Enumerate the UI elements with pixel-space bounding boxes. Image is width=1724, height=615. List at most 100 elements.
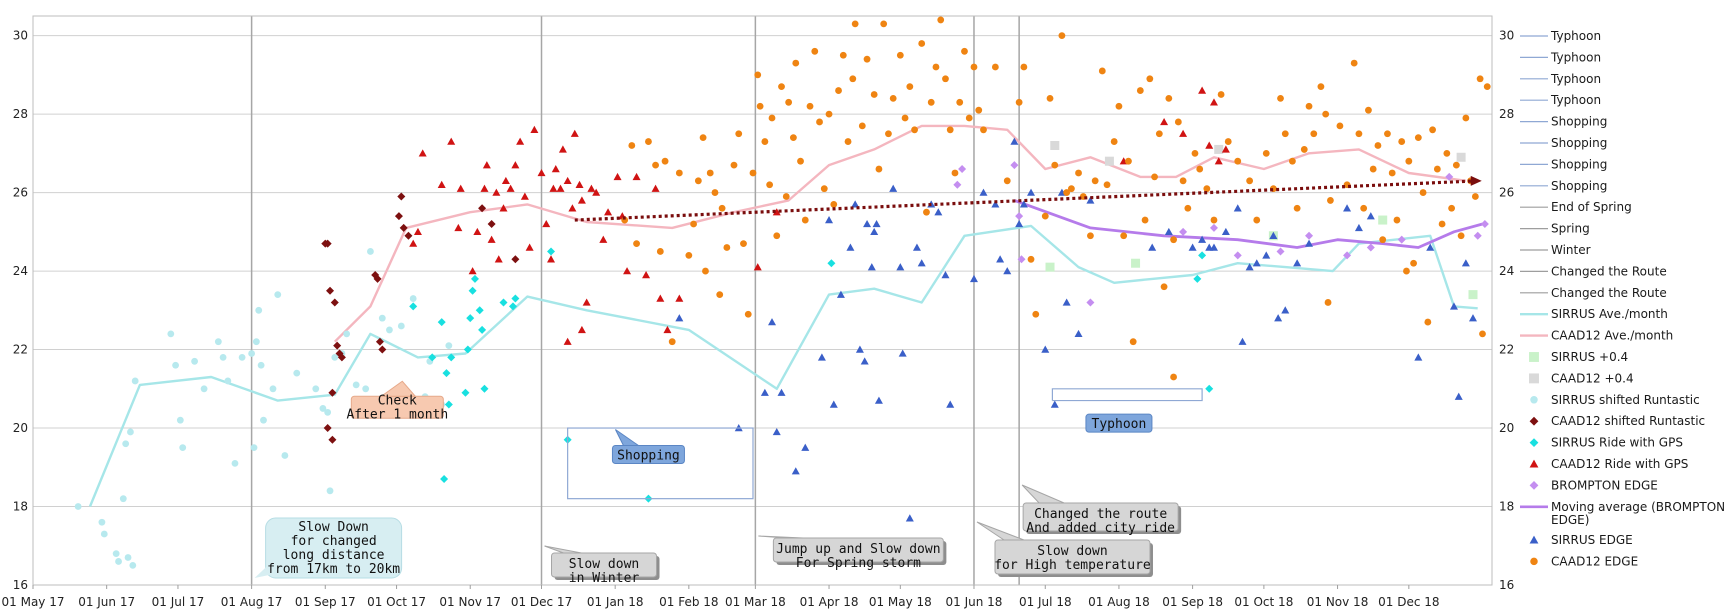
data-point [835, 87, 842, 94]
legend-label: Shopping [1551, 179, 1607, 193]
callout-route-box [1022, 502, 1179, 532]
data-point [820, 185, 828, 193]
data-point [1131, 258, 1141, 268]
data-point [1010, 137, 1019, 145]
data-point [744, 310, 752, 318]
data-point [224, 377, 232, 385]
callout-typhoon-text: Typhoon [1092, 417, 1147, 432]
data-point [623, 267, 632, 275]
data-point [1041, 345, 1050, 353]
data-point [378, 345, 387, 354]
data-point [1473, 231, 1482, 240]
data-point [766, 181, 774, 189]
data-point [1045, 262, 1055, 272]
y-tick-label-left: 30 [13, 29, 28, 43]
data-point [885, 130, 892, 138]
data-point [632, 172, 641, 181]
data-point [1148, 243, 1157, 251]
data-point [1104, 156, 1114, 166]
data-point [706, 169, 714, 177]
callout-check-text: Check [378, 393, 417, 408]
data-point [1366, 212, 1375, 220]
data-point [1198, 235, 1207, 243]
data-point [1480, 219, 1489, 228]
data-point [1429, 126, 1436, 134]
data-point [1217, 91, 1225, 98]
data-point [880, 20, 888, 28]
data-point [651, 184, 660, 192]
data-point [863, 55, 871, 63]
data-point [454, 223, 463, 232]
data-point [1193, 274, 1202, 283]
data-point [1253, 216, 1261, 224]
data-point [730, 161, 738, 169]
legend-label: CAAD12 Ride with GPS [1551, 457, 1688, 471]
data-point [1003, 267, 1012, 275]
x-tick-label: 01 Jul 18 [1019, 595, 1072, 609]
data-point [958, 165, 967, 174]
callout-slowdown-text: for changed [291, 534, 377, 549]
data-point [1410, 259, 1417, 267]
data-point [1184, 204, 1192, 212]
data-point [461, 388, 470, 397]
legend-label: Typhoon [1550, 72, 1601, 86]
x-tick-label: 01 Dec 17 [511, 595, 572, 609]
data-point [906, 83, 914, 91]
x-tick-label: 01 Jul 17 [152, 595, 205, 609]
data-point [1129, 338, 1137, 346]
data-point [1063, 189, 1071, 196]
legend-label: SIRRUS Ave./month [1551, 307, 1668, 321]
data-point [1288, 157, 1296, 165]
data-point [685, 251, 693, 259]
data-point [1343, 204, 1352, 212]
data-point [525, 243, 534, 251]
data-point [386, 326, 393, 334]
data-point [1170, 373, 1177, 381]
data-point [1032, 310, 1040, 318]
data-point [898, 349, 907, 357]
data-point [127, 428, 134, 436]
data-point [969, 274, 978, 283]
data-point [397, 322, 405, 330]
data-point [238, 354, 246, 361]
data-point [699, 134, 707, 142]
callout-slowdown-box [265, 517, 403, 579]
data-point [756, 102, 764, 110]
data-point [131, 377, 139, 385]
data-point [1015, 219, 1024, 228]
data-point [1281, 306, 1290, 314]
data-point [547, 247, 556, 256]
data-point [768, 318, 777, 326]
data-point [1369, 165, 1377, 173]
y-tick-label-left: 20 [13, 421, 28, 435]
data-point [1310, 130, 1318, 138]
legend-swatch [1529, 438, 1539, 447]
x-tick-label: 01 May 18 [869, 595, 932, 609]
data-point [337, 353, 346, 362]
data-point [444, 400, 453, 409]
callout-winter-pointer [544, 545, 582, 554]
data-point [1141, 216, 1149, 224]
data-point [1336, 122, 1344, 130]
data-point [1305, 231, 1314, 240]
data-point [942, 75, 949, 83]
data-point [468, 267, 477, 275]
callout-route-text: Changed the route [1034, 507, 1167, 522]
data-point [1196, 165, 1204, 173]
legend-label: EDGE) [1551, 513, 1589, 527]
data-point [592, 188, 601, 196]
data-point [1003, 177, 1011, 185]
legend-swatch [1529, 416, 1539, 426]
data-point [494, 255, 503, 263]
data-point [661, 157, 669, 165]
data-point [789, 134, 797, 142]
legend-label: Shopping [1551, 115, 1607, 129]
data-point [1293, 204, 1301, 212]
data-point [577, 196, 586, 204]
data-point [1274, 314, 1283, 322]
data-point [1205, 384, 1214, 393]
data-point [1188, 243, 1197, 251]
data-point [312, 385, 320, 393]
data-point [991, 200, 1000, 208]
